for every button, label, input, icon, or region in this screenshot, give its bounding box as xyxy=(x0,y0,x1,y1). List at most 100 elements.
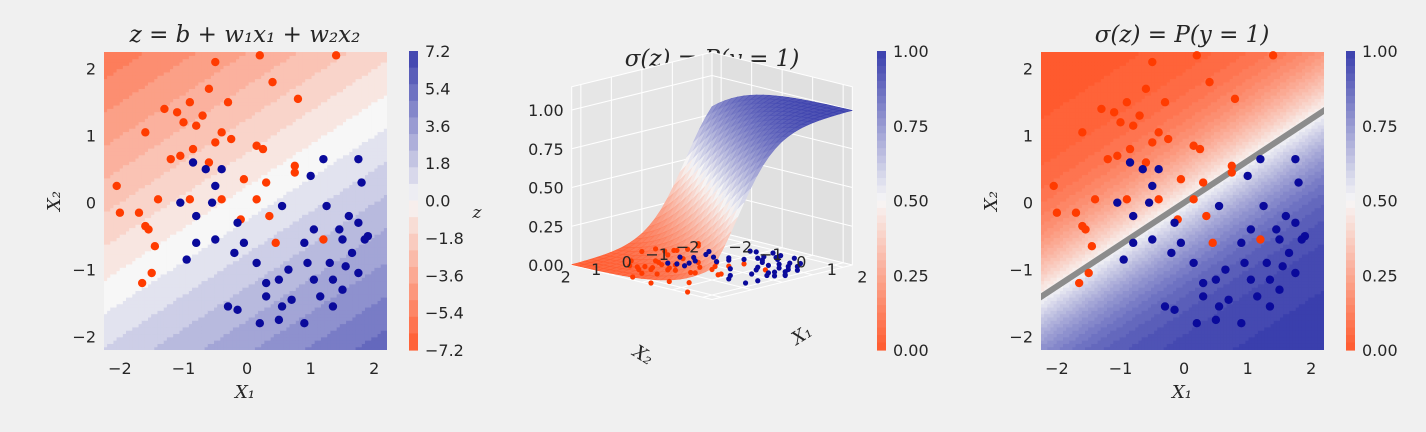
heatmap-cell xyxy=(248,197,253,202)
heatmap-cell xyxy=(188,253,193,258)
heatmap-cell xyxy=(151,128,155,133)
heatmap-cell xyxy=(261,85,265,90)
heatmap-cell xyxy=(236,253,240,258)
heatmap-cell xyxy=(264,118,269,123)
heatmap-cell xyxy=(273,340,278,344)
heatmap-cell xyxy=(217,95,221,99)
heatmap-cell xyxy=(176,290,181,295)
heatmap-cell xyxy=(176,237,181,242)
heatmap-cell xyxy=(251,52,256,56)
heatmap-cell xyxy=(261,267,265,272)
heatmap-cell xyxy=(236,118,240,123)
heatmap-cell xyxy=(119,220,124,225)
heatmap-cell xyxy=(119,224,124,229)
heatmap-cell xyxy=(126,181,130,186)
heatmap-cell xyxy=(170,263,174,268)
heatmap-cell xyxy=(129,55,133,60)
heatmap-cell xyxy=(236,184,240,189)
heatmap-cell xyxy=(207,320,212,325)
heatmap-cell xyxy=(154,58,159,63)
heatmap-cell xyxy=(126,98,130,103)
heatmap-cell xyxy=(242,316,247,321)
heatmap-cell xyxy=(110,68,115,73)
heatmap-cell xyxy=(267,207,272,212)
heatmap-cell xyxy=(210,214,215,219)
heatmap-cell xyxy=(170,253,174,258)
heatmap-cell xyxy=(254,65,259,70)
heatmap-cell xyxy=(207,207,212,212)
heatmap-cell xyxy=(267,316,272,321)
heatmap-cell xyxy=(201,121,206,126)
heatmap-cell xyxy=(254,148,259,152)
heatmap-cell xyxy=(179,95,184,99)
heatmap-cell xyxy=(254,118,259,123)
heatmap-cell xyxy=(132,247,137,252)
heatmap-cell xyxy=(188,280,193,285)
heatmap-cell xyxy=(239,333,243,338)
heatmap-cell xyxy=(239,184,243,189)
heatmap-cell xyxy=(141,98,146,103)
heatmap-cell xyxy=(154,293,159,298)
heatmap-cell xyxy=(122,230,127,235)
heatmap-cell xyxy=(226,131,231,136)
heatmap-cell xyxy=(122,101,127,106)
heatmap-cell xyxy=(251,191,256,195)
heatmap-cell xyxy=(160,141,165,146)
heatmap-cell xyxy=(232,333,237,338)
heatmap-cell xyxy=(116,65,121,70)
heatmap-cell xyxy=(223,58,228,63)
heatmap-cell xyxy=(135,134,140,139)
heatmap-cell xyxy=(192,171,196,176)
heatmap-cell xyxy=(122,323,127,328)
heatmap-cell xyxy=(160,167,165,172)
heatmap-cell xyxy=(119,303,124,308)
heatmap-cell xyxy=(239,340,243,344)
heatmap-cell xyxy=(122,253,127,258)
heatmap-cell xyxy=(182,174,187,179)
heatmap-cell xyxy=(261,61,265,66)
heatmap-cell xyxy=(166,297,171,301)
heatmap-cell xyxy=(179,323,184,328)
heatmap-cell xyxy=(276,346,281,350)
heatmap-cell xyxy=(239,273,243,278)
heatmap-cell xyxy=(182,114,187,119)
heatmap-cell xyxy=(192,95,196,99)
heatmap-cell xyxy=(201,108,206,113)
heatmap-cell xyxy=(116,330,121,335)
heatmap-cell xyxy=(104,128,108,133)
heatmap-cell xyxy=(261,201,265,205)
heatmap-cell xyxy=(119,280,124,285)
heatmap-cell xyxy=(232,240,237,245)
heatmap-cell xyxy=(267,148,272,152)
heatmap-cell xyxy=(210,167,215,172)
heatmap-cell xyxy=(185,114,190,119)
heatmap-cell xyxy=(210,283,215,288)
heatmap-cell xyxy=(207,52,212,56)
heatmap-cell xyxy=(135,346,140,350)
heatmap-cell xyxy=(201,253,206,258)
heatmap-cell xyxy=(232,141,237,146)
heatmap-cell xyxy=(270,95,275,99)
heatmap-cell xyxy=(270,287,275,291)
heatmap-cell xyxy=(119,217,124,222)
heatmap-cell xyxy=(182,234,187,239)
heatmap-cell xyxy=(179,340,184,344)
heatmap-cell xyxy=(192,270,196,275)
heatmap-cell xyxy=(210,263,215,268)
heatmap-cell xyxy=(254,336,259,341)
heatmap-cell xyxy=(236,293,240,298)
heatmap-cell xyxy=(173,306,177,311)
heatmap-cell xyxy=(116,157,121,162)
heatmap-cell xyxy=(264,167,269,172)
heatmap-cell xyxy=(226,340,231,344)
heatmap-cell xyxy=(176,131,181,136)
heatmap-cell xyxy=(173,144,177,149)
heatmap-cell xyxy=(132,204,137,209)
heatmap-cell xyxy=(223,343,228,348)
heatmap-cell xyxy=(182,131,187,136)
heatmap-cell xyxy=(163,313,168,318)
heatmap-cell xyxy=(264,237,269,242)
heatmap-cell xyxy=(254,151,259,156)
heatmap-cell xyxy=(232,154,237,159)
heatmap-cell xyxy=(119,247,124,252)
